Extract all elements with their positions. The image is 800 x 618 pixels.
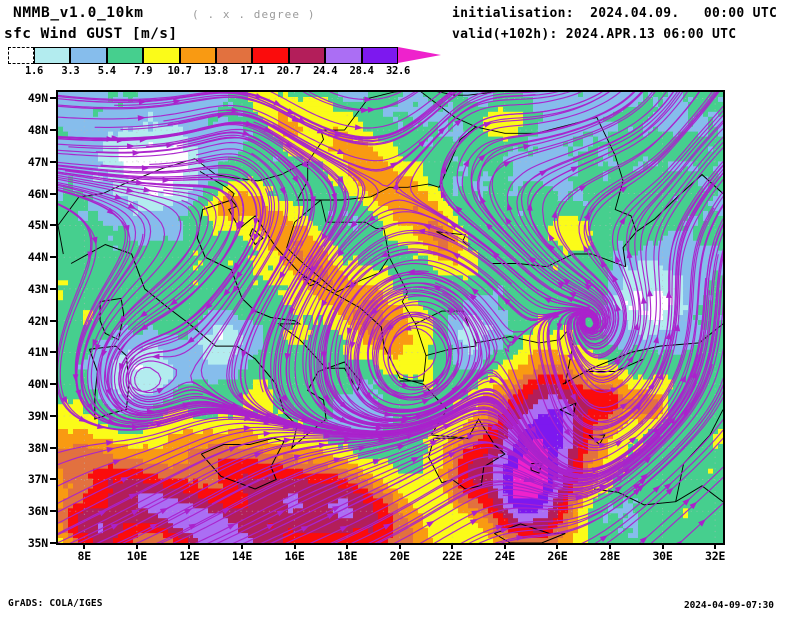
colorbar-swatch-10 xyxy=(361,47,398,64)
lat-tick-43N xyxy=(50,287,56,290)
colorbar-swatch-5 xyxy=(179,47,216,64)
lat-tick-44N xyxy=(50,256,56,259)
lon-tick-10E xyxy=(135,543,138,549)
colorbar-tick-0: 1.6 xyxy=(24,65,44,77)
lon-tick-14E xyxy=(240,543,243,549)
lat-label-37N: 37N xyxy=(27,472,48,487)
lat-label-47N: 47N xyxy=(27,154,48,169)
colorbar-swatch-9 xyxy=(325,47,362,64)
colorbar-swatch-6 xyxy=(216,47,253,64)
lat-label-42N: 42N xyxy=(27,313,48,328)
lon-tick-24E xyxy=(503,543,506,549)
map-plot-area[interactable] xyxy=(56,90,725,545)
lon-tick-12E xyxy=(188,543,191,549)
lat-label-40N: 40N xyxy=(27,377,48,392)
lat-tick-38N xyxy=(50,446,56,449)
lon-tick-16E xyxy=(293,543,296,549)
colorbar-tick-5: 13.8 xyxy=(203,65,229,77)
lat-tick-42N xyxy=(50,319,56,322)
colorbar-swatch-3 xyxy=(106,47,144,64)
colorbar-tick-7: 20.7 xyxy=(276,65,301,77)
lat-label-45N: 45N xyxy=(27,218,48,233)
colorbar-tick-1: 3.3 xyxy=(61,65,80,77)
lon-tick-26E xyxy=(556,543,559,549)
render-timestamp: 2024-04-09-07:30 xyxy=(684,600,774,611)
lat-label-48N: 48N xyxy=(27,123,48,138)
lon-label-24E: 24E xyxy=(494,549,515,563)
lon-label-16E: 16E xyxy=(284,549,305,563)
colorbar-tick-8: 24.4 xyxy=(313,65,338,77)
colorbar-overflow-arrow xyxy=(398,47,441,63)
lon-label-20E: 20E xyxy=(389,549,410,563)
lon-label-22E: 22E xyxy=(442,549,463,563)
lat-label-43N: 43N xyxy=(27,281,48,296)
lat-tick-37N xyxy=(50,478,56,481)
lat-tick-48N xyxy=(50,129,56,132)
lon-tick-28E xyxy=(608,543,611,549)
lat-label-41N: 41N xyxy=(27,345,48,360)
lat-label-46N: 46N xyxy=(27,186,48,201)
lon-tick-8E xyxy=(83,543,86,549)
lat-tick-36N xyxy=(50,510,56,513)
lon-label-30E: 30E xyxy=(652,549,673,563)
lon-tick-30E xyxy=(661,543,664,549)
grid-resolution-note: ( . x . degree ) xyxy=(192,8,316,21)
field-title: sfc Wind GUST [m/s] xyxy=(4,26,178,42)
lon-label-8E: 8E xyxy=(77,549,92,563)
colorbar-tick-2: 5.4 xyxy=(97,65,116,77)
colorbar-tick-9: 28.4 xyxy=(349,65,374,77)
lat-label-44N: 44N xyxy=(27,250,48,265)
wind-gust-map xyxy=(58,92,723,543)
lon-label-32E: 32E xyxy=(705,549,726,563)
lat-tick-49N xyxy=(50,97,56,100)
lat-label-36N: 36N xyxy=(27,504,48,519)
lat-label-38N: 38N xyxy=(27,440,48,455)
lon-tick-32E xyxy=(714,543,717,549)
valid-time: valid(+102h): 2024.APR.13 06:00 UTC xyxy=(452,27,737,42)
lat-tick-35N xyxy=(50,542,56,544)
colorbar-swatch-8 xyxy=(288,47,326,64)
lon-tick-22E xyxy=(451,543,454,549)
lon-label-10E: 10E xyxy=(126,549,147,563)
lat-tick-40N xyxy=(50,383,56,386)
lat-label-35N: 35N xyxy=(27,536,48,550)
colorbar-tick-6: 17.1 xyxy=(240,65,265,77)
lat-label-49N: 49N xyxy=(27,91,48,106)
colorbar-swatch-0 xyxy=(8,47,34,64)
lon-tick-20E xyxy=(398,543,401,549)
initialisation-time: initialisation: 2024.04.09. 00:00 UTC xyxy=(452,6,778,21)
colorbar-tick-10: 32.6 xyxy=(385,65,411,77)
lat-tick-47N xyxy=(50,160,56,163)
lon-label-12E: 12E xyxy=(179,549,200,563)
colorbar-swatch-7 xyxy=(252,47,289,64)
colorbar-tick-4: 10.7 xyxy=(167,65,192,77)
model-title: NMMB_v1.0_10km xyxy=(13,5,144,21)
lat-tick-46N xyxy=(50,192,56,195)
colorbar-swatch-4 xyxy=(143,47,180,64)
lon-label-26E: 26E xyxy=(547,549,568,563)
colorbar-swatch-1 xyxy=(34,47,71,64)
lat-tick-45N xyxy=(50,224,56,227)
colorbar-swatch-2 xyxy=(70,47,107,64)
lon-label-28E: 28E xyxy=(599,549,621,563)
lon-label-14E: 14E xyxy=(231,549,253,563)
lon-label-18E: 18E xyxy=(337,549,358,563)
lon-tick-18E xyxy=(346,543,349,549)
lat-tick-39N xyxy=(50,414,56,417)
grads-credit: GrADS: COLA/IGES xyxy=(8,598,103,609)
lat-tick-41N xyxy=(50,351,56,354)
colorbar-tick-3: 7.9 xyxy=(134,65,153,77)
lat-label-39N: 39N xyxy=(27,408,48,423)
